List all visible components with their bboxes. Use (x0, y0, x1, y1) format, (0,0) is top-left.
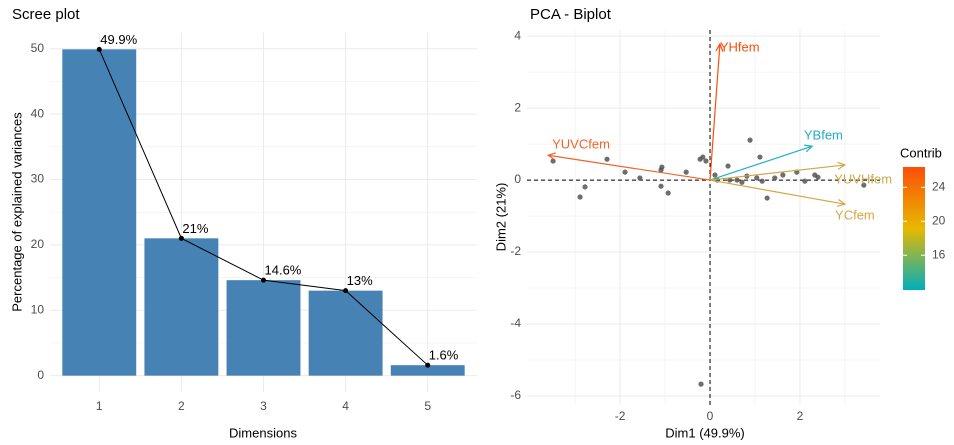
point (772, 175, 778, 181)
point (622, 169, 628, 175)
y-tick-label: 0 (37, 368, 44, 382)
y-axis-label: Percentage of explained variances (9, 112, 24, 312)
y-tick-label: -4 (510, 316, 521, 330)
y-tick-label: 50 (31, 41, 45, 55)
point (659, 164, 665, 170)
arrow (709, 42, 724, 181)
point (178, 235, 184, 241)
chart-title: PCA - Biplot (530, 6, 612, 23)
legend-title: Contrib (900, 145, 942, 160)
y-tick-label: -6 (510, 388, 521, 402)
data-label: 1.6% (429, 348, 459, 363)
point (343, 288, 349, 294)
point (725, 163, 731, 169)
colorbar-label: 20 (932, 213, 946, 227)
point (734, 177, 740, 183)
x-axis-label: Dimensions (229, 425, 297, 440)
arrow-label: YUVCfem (552, 137, 610, 152)
point (665, 190, 671, 196)
point (712, 172, 718, 178)
y-tick-label: 4 (514, 28, 521, 42)
arrow-label: YCfem (835, 208, 875, 223)
point (815, 174, 821, 180)
bar (390, 365, 465, 376)
colorbar-label: 24 (932, 180, 946, 194)
point (757, 154, 763, 160)
point (703, 158, 709, 164)
x-axis-label: Dim1 (49.9%) (665, 425, 744, 440)
y-tick-label: 2 (514, 100, 521, 114)
point (683, 169, 689, 175)
point (802, 178, 808, 184)
point (747, 137, 753, 143)
y-tick-label: 10 (31, 302, 45, 316)
data-label: 49.9% (100, 32, 137, 47)
arrow-label: YHfem (720, 39, 760, 54)
x-tick-label: 0 (707, 409, 714, 423)
chart-title: Scree plot (12, 6, 80, 23)
point (754, 175, 760, 181)
point (727, 177, 733, 183)
bar (308, 290, 383, 376)
point (582, 184, 588, 190)
point (698, 381, 704, 387)
y-tick-label: 30 (31, 172, 45, 186)
bar (226, 280, 301, 376)
bar (62, 49, 137, 376)
x-tick-label: -2 (615, 409, 626, 423)
x-tick-label: 3 (260, 399, 267, 413)
x-tick-label: 4 (342, 399, 349, 413)
x-tick-label: 2 (797, 409, 804, 423)
point (861, 182, 867, 188)
point (577, 194, 583, 200)
data-label: 14.6% (265, 263, 302, 278)
x-tick-label: 1 (96, 399, 103, 413)
y-axis-label: Dim2 (21%) (493, 183, 508, 252)
point (425, 362, 431, 368)
point (780, 172, 786, 178)
point (764, 195, 770, 201)
colorbar (903, 167, 925, 290)
arrow-label: YBfem (804, 128, 843, 143)
x-tick-label: 5 (424, 399, 431, 413)
point (739, 179, 745, 185)
point (96, 46, 102, 52)
y-tick-label: 20 (31, 237, 45, 251)
y-tick-label: -2 (510, 244, 521, 258)
point (658, 183, 664, 189)
data-label: 13% (347, 273, 373, 288)
arrow (546, 152, 711, 181)
point (261, 277, 266, 283)
arrow (709, 144, 814, 181)
point (700, 154, 706, 160)
arrow-label: YUVHfem (834, 171, 892, 186)
x-tick-label: 2 (178, 399, 185, 413)
point (759, 178, 765, 184)
colorbar-label: 16 (932, 247, 946, 261)
arrow (709, 179, 847, 207)
point (637, 175, 643, 181)
bar (144, 238, 219, 376)
data-label: 21% (182, 221, 208, 236)
y-tick-label: 0 (514, 172, 521, 186)
point (604, 156, 610, 162)
arrow (709, 161, 847, 181)
y-tick-label: 40 (31, 106, 45, 120)
